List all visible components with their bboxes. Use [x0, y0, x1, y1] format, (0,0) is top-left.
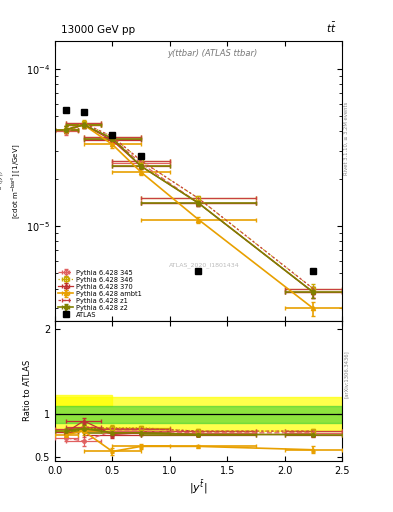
Legend: Pythia 6.428 345, Pythia 6.428 346, Pythia 6.428 370, Pythia 6.428 ambt1, Pythia: Pythia 6.428 345, Pythia 6.428 346, Pyth…: [57, 268, 143, 319]
Text: y(ttbar) (ATLAS ttbar): y(ttbar) (ATLAS ttbar): [168, 49, 258, 58]
Text: Rivet 3.1.10, ≥ 3.2M events: Rivet 3.1.10, ≥ 3.2M events: [344, 101, 349, 175]
Text: ATLAS_2020_I1801434: ATLAS_2020_I1801434: [169, 262, 240, 268]
Text: [arXiv:1306.3436]: [arXiv:1306.3436]: [344, 350, 349, 398]
Bar: [55, 397, 342, 431]
Bar: [55, 406, 342, 422]
X-axis label: $|y^{\bar{t}}|$: $|y^{\bar{t}}|$: [189, 478, 208, 496]
Text: $t\bar{t}$: $t\bar{t}$: [326, 21, 336, 35]
Text: 13000 GeV pp: 13000 GeV pp: [61, 26, 135, 35]
Y-axis label: Ratio to ATLAS: Ratio to ATLAS: [23, 360, 32, 421]
Bar: [55, 395, 112, 406]
Y-axis label: $\frac{1}{\sigma}\frac{d\sigma^{\rm ref}}{d^2(|y^{\bar{t}}|)}$
$[\mathrm{cdot\ m: $\frac{1}{\sigma}\frac{d\sigma^{\rm ref}…: [0, 143, 23, 219]
